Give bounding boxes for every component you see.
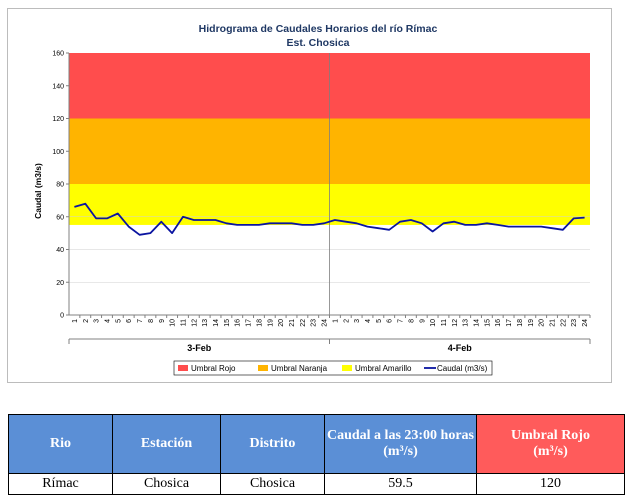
y-axis-label: Caudal (m3/s) (33, 163, 43, 219)
x-tick-label: 20 (539, 319, 546, 327)
y-tick-label: 20 (56, 280, 64, 287)
chart-frame: Hidrograma de Caudales Horarios del río … (7, 8, 612, 383)
y-tick-label: 60 (56, 214, 64, 221)
x-tick-label: 17 (246, 319, 253, 327)
header-umbral-rojo: Umbral Rojo (m³/s) (476, 414, 625, 474)
x-tick-label: 11 (441, 319, 448, 326)
x-tick-label: 14 (474, 319, 481, 327)
x-tick-label: 20 (278, 319, 285, 327)
table-row: Rímac Chosica Chosica 59.5 120 (8, 473, 625, 495)
x-tick-label: 10 (170, 319, 177, 327)
cell-caudal: 59.5 (324, 473, 477, 495)
x-tick-label: 7 (137, 319, 144, 323)
x-tick-label: 8 (148, 319, 155, 323)
x-tick-label: 19 (267, 319, 274, 327)
x-tick-label: 3 (354, 319, 361, 323)
x-tick-label: 11 (180, 319, 187, 326)
legend-swatch (342, 365, 352, 371)
chart-subtitle: Est. Chosica (286, 37, 349, 49)
x-tick-label: 6 (387, 319, 394, 323)
x-tick-label: 4 (365, 319, 372, 323)
header-caudal-unit: (m³/s) (383, 444, 418, 459)
x-tick-label: 1 (72, 319, 79, 323)
day-label: 3-Feb (187, 343, 212, 353)
x-tick-label: 23 (311, 319, 318, 327)
x-tick-label: 5 (115, 319, 122, 323)
x-tick-label: 21 (550, 319, 557, 327)
cell-umbral-rojo: 120 (476, 473, 625, 495)
x-tick-label: 2 (83, 319, 90, 323)
y-tick-label: 0 (60, 313, 64, 320)
header-umbral-unit: (m³/s) (533, 444, 568, 459)
x-tick-label: 15 (224, 319, 231, 327)
x-tick-label: 23 (571, 319, 578, 327)
x-tick-label: 15 (484, 319, 491, 327)
cell-distrito: Chosica (220, 473, 325, 495)
cell-estacion: Chosica (112, 473, 221, 495)
x-tick-label: 5 (376, 319, 383, 323)
x-tick-label: 16 (495, 319, 502, 327)
station-summary-table: Rio Estación Distrito Caudal a las 23:00… (8, 414, 625, 495)
x-tick-label: 24 (582, 319, 589, 327)
x-tick-label: 2 (343, 319, 350, 323)
x-tick-label: 12 (191, 319, 198, 327)
legend-label: Umbral Amarillo (355, 364, 412, 373)
x-tick-label: 8 (408, 319, 415, 323)
header-rio: Rio (8, 414, 113, 474)
header-caudal-label: Caudal a las 23:00 horas (326, 428, 475, 443)
hydrograph-chart: Hidrograma de Caudales Horarios del río … (33, 23, 591, 376)
header-estacion: Estación (112, 414, 221, 474)
y-tick-label: 40 (56, 247, 64, 254)
legend-swatch (178, 365, 188, 371)
x-tick-label: 10 (430, 319, 437, 327)
series-line-caudal (74, 202, 585, 236)
legend-swatch (258, 365, 268, 371)
y-tick-label: 80 (56, 182, 64, 189)
x-tick-label: 13 (463, 319, 470, 327)
legend-box (173, 360, 493, 376)
x-tick-label: 6 (126, 319, 133, 323)
x-tick-label: 9 (159, 319, 166, 323)
x-tick-label: 19 (528, 319, 535, 327)
y-tick-label: 160 (52, 51, 64, 58)
x-tick-label: 24 (322, 319, 329, 327)
legend-label: Umbral Rojo (191, 364, 236, 373)
x-tick-label: 14 (213, 319, 220, 327)
y-tick-label: 140 (52, 83, 64, 90)
x-tick-label: 22 (560, 319, 567, 327)
chart-title: Hidrograma de Caudales Horarios del río … (199, 23, 438, 35)
x-tick-label: 3 (94, 319, 101, 323)
x-tick-label: 21 (289, 319, 296, 327)
legend-label: Umbral Naranja (271, 364, 328, 373)
x-tick-label: 7 (398, 319, 405, 323)
x-tick-label: 12 (452, 319, 459, 327)
x-tick-label: 16 (235, 319, 242, 327)
cell-rio: Rímac (8, 473, 113, 495)
day-label: 4-Feb (448, 343, 473, 353)
y-tick-label: 100 (52, 149, 64, 156)
x-tick-label: 13 (202, 319, 209, 327)
legend-label: Caudal (m3/s) (437, 364, 488, 373)
table-header-row: Rio Estación Distrito Caudal a las 23:00… (8, 414, 625, 474)
header-distrito: Distrito (220, 414, 325, 474)
header-umbral-label: Umbral Rojo (511, 428, 590, 443)
x-tick-label: 1 (332, 319, 339, 323)
x-tick-label: 22 (300, 319, 307, 327)
header-caudal: Caudal a las 23:00 horas (m³/s) (324, 414, 477, 474)
x-tick-label: 17 (506, 319, 513, 327)
y-tick-label: 120 (52, 116, 64, 123)
x-tick-label: 18 (256, 319, 263, 327)
x-tick-label: 9 (419, 319, 426, 323)
x-tick-label: 4 (104, 319, 111, 323)
x-tick-label: 18 (517, 319, 524, 327)
